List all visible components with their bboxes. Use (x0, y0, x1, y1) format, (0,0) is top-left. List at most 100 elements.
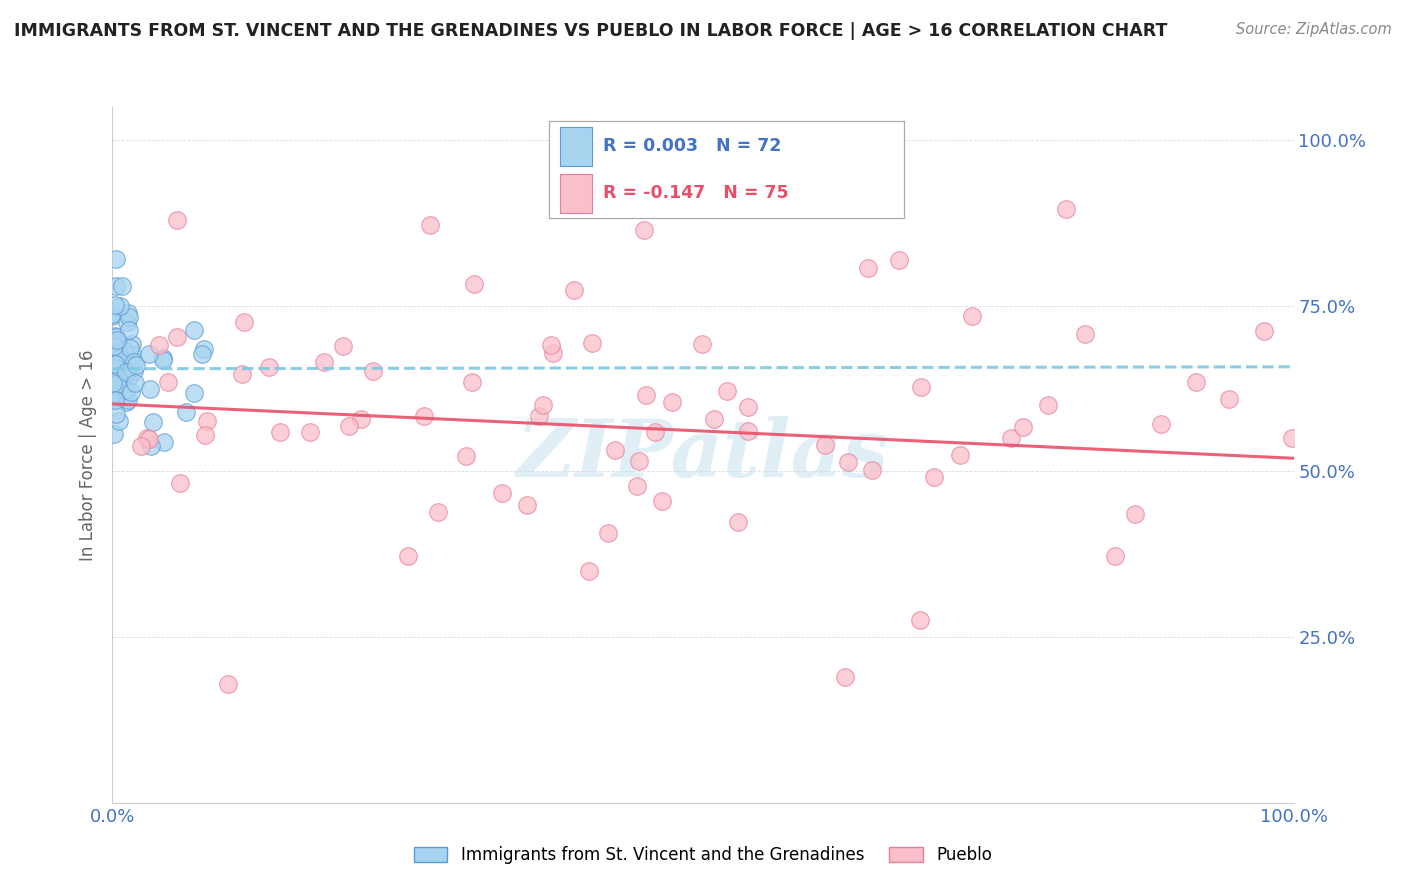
Point (139, 439, 162, 453)
Point (105, 338, 128, 352)
Point (703, 412, 725, 426)
Point (1000, 431, 1022, 445)
Point (104, 298, 127, 312)
Point (581, 336, 603, 351)
Point (1281, 431, 1303, 445)
Point (124, 376, 146, 391)
Point (191, 347, 214, 361)
Point (105, 386, 128, 401)
Point (104, 361, 127, 376)
Point (692, 336, 714, 351)
Point (603, 443, 626, 458)
Point (138, 432, 160, 446)
Point (111, 350, 134, 364)
Point (107, 377, 129, 392)
Point (860, 463, 883, 477)
Point (118, 341, 141, 355)
Point (361, 364, 384, 378)
Point (887, 253, 910, 268)
Point (628, 454, 651, 468)
Point (531, 398, 554, 412)
Point (105, 334, 128, 348)
Point (139, 383, 162, 397)
Point (269, 425, 291, 439)
Point (910, 380, 932, 394)
Point (117, 306, 139, 320)
Point (101, 307, 124, 321)
Point (578, 565, 600, 579)
Point (598, 526, 620, 541)
Point (529, 409, 551, 423)
Point (174, 404, 197, 418)
Point (651, 494, 673, 508)
Point (516, 498, 538, 512)
Point (716, 384, 738, 398)
Point (193, 343, 215, 357)
Point (121, 337, 143, 351)
Point (153, 434, 176, 449)
Point (105, 342, 128, 356)
Point (111, 279, 134, 293)
Point (107, 414, 129, 428)
Point (166, 212, 188, 227)
Point (626, 479, 648, 493)
Point (108, 351, 131, 365)
Point (103, 338, 125, 352)
Point (104, 329, 127, 343)
Point (1218, 392, 1240, 407)
Point (396, 549, 419, 564)
Point (104, 392, 127, 407)
Point (104, 346, 127, 360)
Point (737, 424, 759, 438)
Point (661, 395, 683, 409)
Point (138, 347, 160, 361)
Point (183, 386, 205, 401)
Point (257, 359, 280, 374)
Point (115, 395, 138, 409)
Point (104, 373, 127, 387)
Point (115, 365, 138, 379)
Point (562, 283, 585, 297)
Legend: Immigrants from St. Vincent and the Grenadines, Pueblo: Immigrants from St. Vincent and the Gren… (408, 839, 998, 871)
Point (419, 218, 441, 232)
Point (312, 355, 335, 369)
Point (105, 330, 128, 344)
Point (103, 337, 125, 351)
Point (814, 437, 837, 451)
Point (169, 476, 191, 491)
Point (910, 614, 932, 628)
Point (103, 378, 125, 392)
Point (1123, 507, 1146, 521)
Point (115, 383, 138, 397)
Point (107, 334, 129, 349)
Text: Source: ZipAtlas.com: Source: ZipAtlas.com (1236, 22, 1392, 37)
Point (152, 353, 174, 368)
Point (194, 428, 217, 442)
Point (463, 277, 485, 291)
Point (105, 372, 128, 386)
Point (1036, 398, 1059, 412)
Point (122, 355, 145, 369)
Point (124, 358, 146, 372)
Point (107, 368, 129, 383)
Point (461, 375, 484, 389)
Point (350, 412, 373, 426)
Point (101, 307, 124, 321)
Point (960, 309, 983, 323)
Point (103, 426, 125, 441)
Point (636, 388, 658, 402)
Point (105, 252, 128, 267)
Point (454, 449, 477, 463)
Point (107, 368, 129, 383)
Point (834, 670, 856, 684)
Text: ZIPatlas: ZIPatlas (517, 417, 889, 493)
Point (105, 279, 128, 293)
Point (101, 362, 124, 376)
Point (1150, 417, 1173, 431)
Point (195, 414, 218, 428)
Point (1054, 202, 1077, 217)
Point (117, 323, 139, 337)
Point (337, 418, 360, 433)
Point (122, 364, 145, 378)
Point (156, 375, 179, 389)
